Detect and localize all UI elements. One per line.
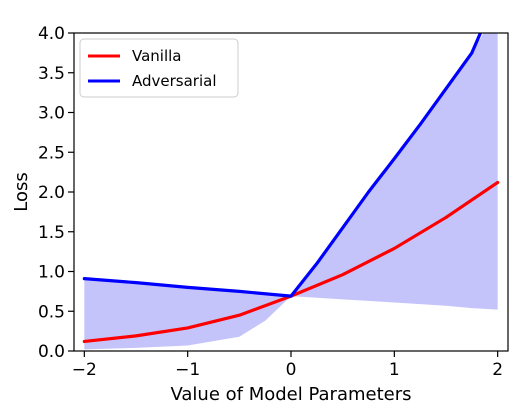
x-tick-label: −1 — [175, 360, 200, 380]
x-ticks: −2 −1 0 1 2 — [72, 351, 503, 380]
y-tick-label: 1.0 — [38, 263, 65, 283]
series-lines-layer — [82, 33, 500, 344]
y-ticks: 0.0 0.5 1.0 1.5 2.0 2.5 3.0 3.5 4.0 — [38, 24, 74, 362]
x-tick-label: 2 — [492, 360, 503, 380]
y-axis-label: Loss — [11, 172, 32, 211]
x-axis-label: Value of Model Parameters — [170, 384, 411, 405]
x-tick-label: −2 — [72, 360, 97, 380]
legend-label-vanilla: Vanilla — [132, 47, 182, 65]
y-tick-label: 1.5 — [38, 223, 65, 243]
y-tick-label: 3.5 — [38, 64, 65, 84]
shaded-region-layer — [84, 33, 498, 350]
legend-label-adversarial: Adversarial — [132, 72, 217, 90]
y-tick-label: 0.5 — [38, 302, 65, 322]
y-tick-label: 3.0 — [38, 104, 65, 124]
y-tick-label: 4.0 — [38, 24, 65, 44]
y-tick-label: 2.0 — [38, 183, 65, 203]
series-line-adversarial — [82, 33, 483, 298]
shaded-region — [84, 33, 498, 350]
y-tick-label: 2.5 — [38, 143, 65, 163]
x-tick-label: 1 — [389, 360, 400, 380]
y-tick-label: 0.0 — [38, 342, 65, 362]
legend: Vanilla Adversarial — [79, 38, 239, 98]
x-tick-label: 0 — [286, 360, 297, 380]
